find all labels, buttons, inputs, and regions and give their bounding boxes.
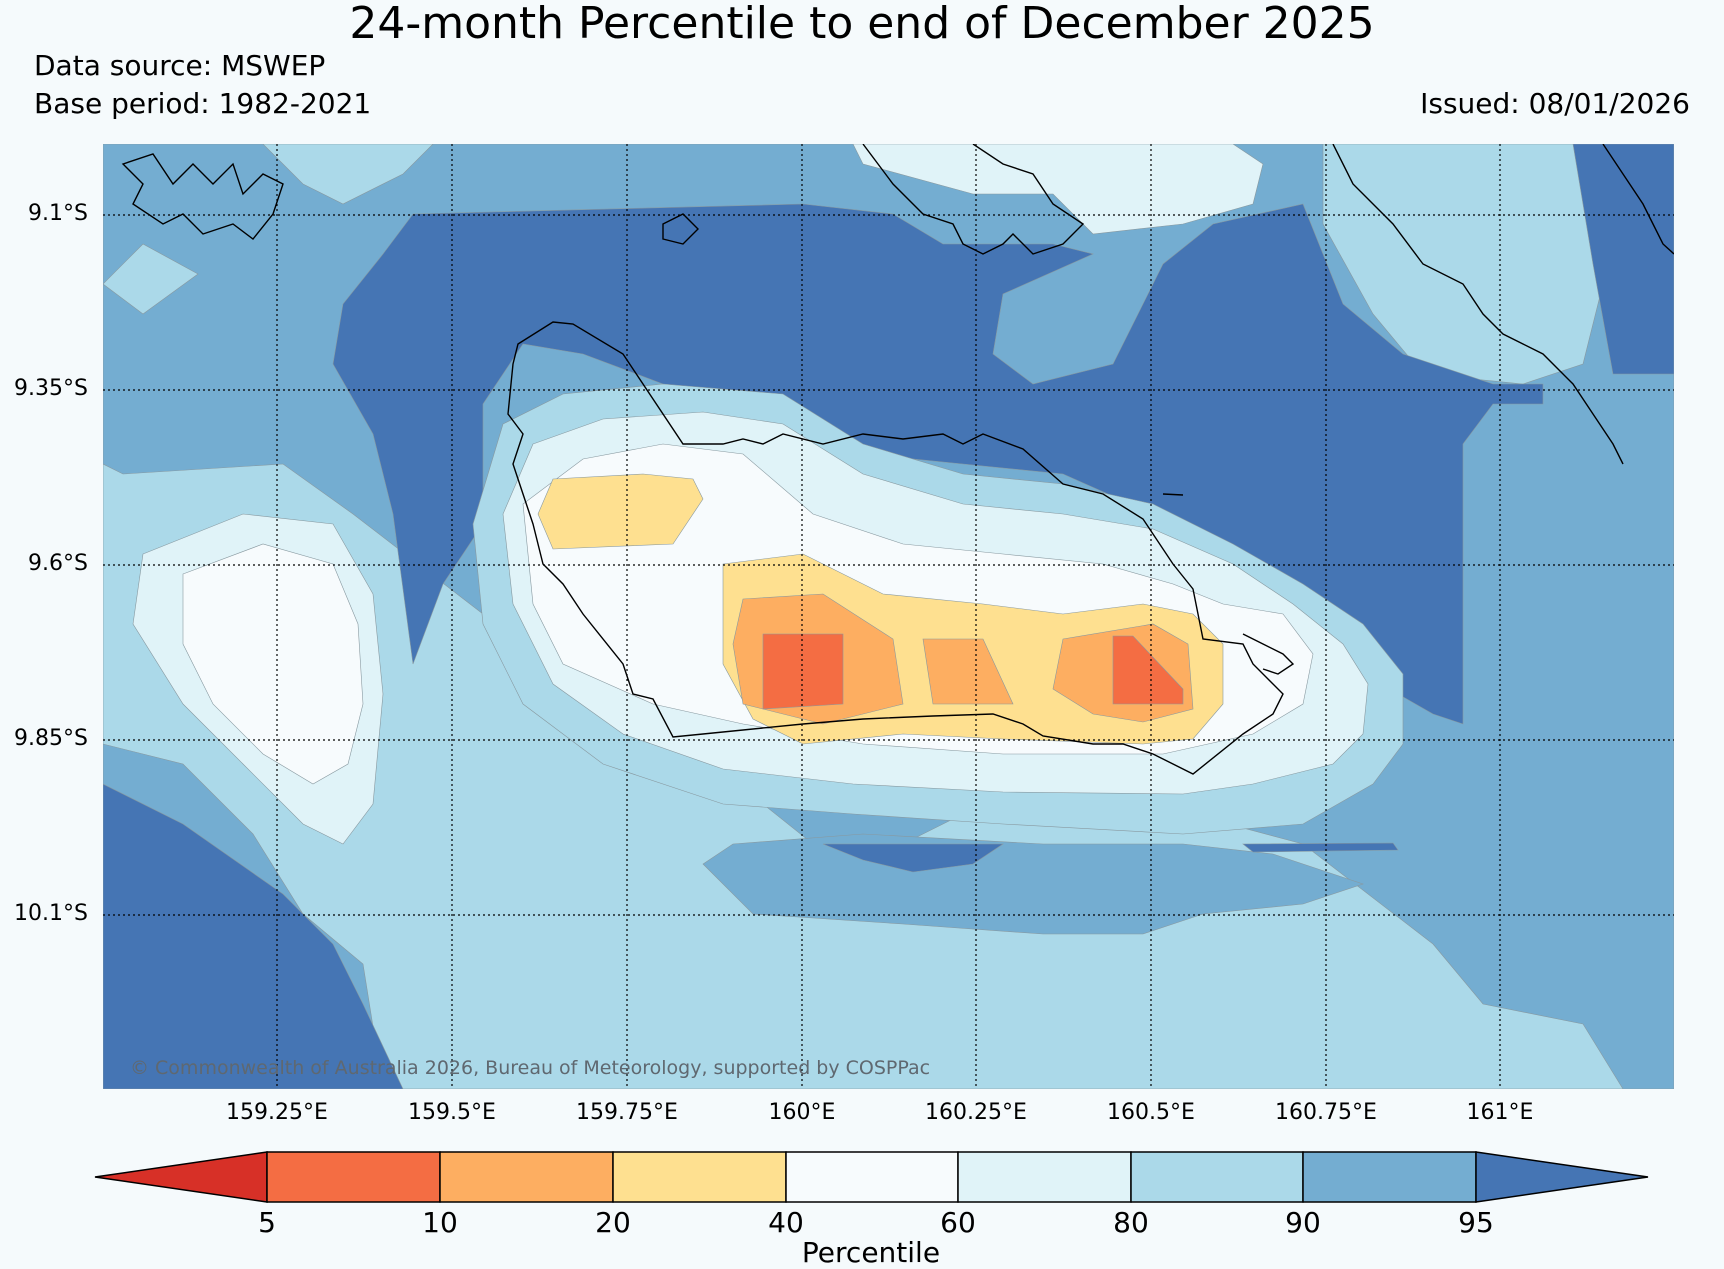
coastline-main-island xyxy=(507,321,1284,775)
map-title: 24-month Percentile to end of December 2… xyxy=(349,0,1375,49)
colorbar-tick-60: 60 xyxy=(940,1206,976,1239)
coastline-ne xyxy=(1602,144,1674,255)
percentile-map[interactable] xyxy=(103,144,1674,1089)
colorbar-title: Percentile xyxy=(801,1236,941,1269)
lat-label-9.35: 9.35°S xyxy=(14,376,88,401)
region-above-95-s2 xyxy=(1242,842,1399,853)
lat-label-9.1: 9.1°S xyxy=(28,201,88,226)
data-source-label: Data source: MSWEP xyxy=(34,49,326,82)
colorbar-tick-80: 80 xyxy=(1113,1206,1149,1239)
colorbar-10-20 xyxy=(439,1151,614,1203)
colorbar xyxy=(94,1151,1649,1203)
base-period-label: Base period: 1982-2021 xyxy=(34,87,372,120)
colorbar-tick-5: 5 xyxy=(258,1206,276,1239)
region-above-95-sw xyxy=(103,783,404,1089)
coastlines xyxy=(121,144,1674,775)
region-5-10-a xyxy=(762,633,844,710)
region-above-95-s1 xyxy=(822,843,1004,873)
lon-label-159.25: 159.25°E xyxy=(226,1100,328,1125)
colorbar-20-40 xyxy=(612,1151,787,1203)
colorbar-tick-95: 95 xyxy=(1458,1206,1494,1239)
region-20-40-north xyxy=(537,473,704,550)
colorbar-tick-10: 10 xyxy=(422,1206,458,1239)
lon-label-160: 160°E xyxy=(768,1100,836,1125)
coastline-n-islands xyxy=(862,144,1085,255)
lon-label-159.75: 159.75°E xyxy=(576,1100,678,1125)
graticule xyxy=(103,144,1674,1089)
lon-label-160.5: 160.5°E xyxy=(1107,1100,1195,1125)
colorbar-tick-90: 90 xyxy=(1285,1206,1321,1239)
lat-label-9.85: 9.85°S xyxy=(14,726,88,751)
colorbar-90-95 xyxy=(1302,1151,1477,1203)
colorbar-5-10 xyxy=(266,1151,441,1203)
copyright-notice: © Commonwealth of Australia 2026, Bureau… xyxy=(130,1057,931,1079)
issued-date-label: Issued: 08/01/2026 xyxy=(1420,87,1690,120)
coastline-se-tip xyxy=(1242,633,1295,675)
colorbar-40-60 xyxy=(785,1151,959,1203)
lat-label-9.6: 9.6°S xyxy=(28,551,88,576)
lat-label-10.1: 10.1°S xyxy=(14,901,88,926)
lon-label-159.5: 159.5°E xyxy=(408,1100,496,1125)
colorbar-above-95 xyxy=(1475,1151,1649,1203)
coastline-islet-2 xyxy=(1162,493,1184,496)
region-60-80-north xyxy=(852,144,1264,235)
colorbar-80-90 xyxy=(1130,1151,1304,1203)
colorbar-below-5 xyxy=(94,1151,268,1203)
lon-label-160.75: 160.75°E xyxy=(1275,1100,1377,1125)
region-80-90-nw xyxy=(262,144,434,205)
region-5-10-b xyxy=(1112,635,1184,705)
colorbar-60-80 xyxy=(957,1151,1132,1203)
colorbar-tick-20: 20 xyxy=(595,1206,631,1239)
coastline-east xyxy=(1332,144,1624,465)
region-above-95-main xyxy=(332,203,1544,725)
colorbar-tick-40: 40 xyxy=(768,1206,804,1239)
region-10-20-b xyxy=(922,638,1014,705)
region-40-60-west xyxy=(182,543,364,785)
lon-label-161: 161°E xyxy=(1466,1100,1534,1125)
region-above-95-east xyxy=(1572,144,1674,375)
contour-fills xyxy=(103,144,1674,1089)
lon-label-160.25: 160.25°E xyxy=(925,1100,1027,1125)
coastline-islet-1 xyxy=(662,213,699,245)
coastline-nw xyxy=(121,153,284,240)
region-80-90-patch xyxy=(103,243,199,315)
